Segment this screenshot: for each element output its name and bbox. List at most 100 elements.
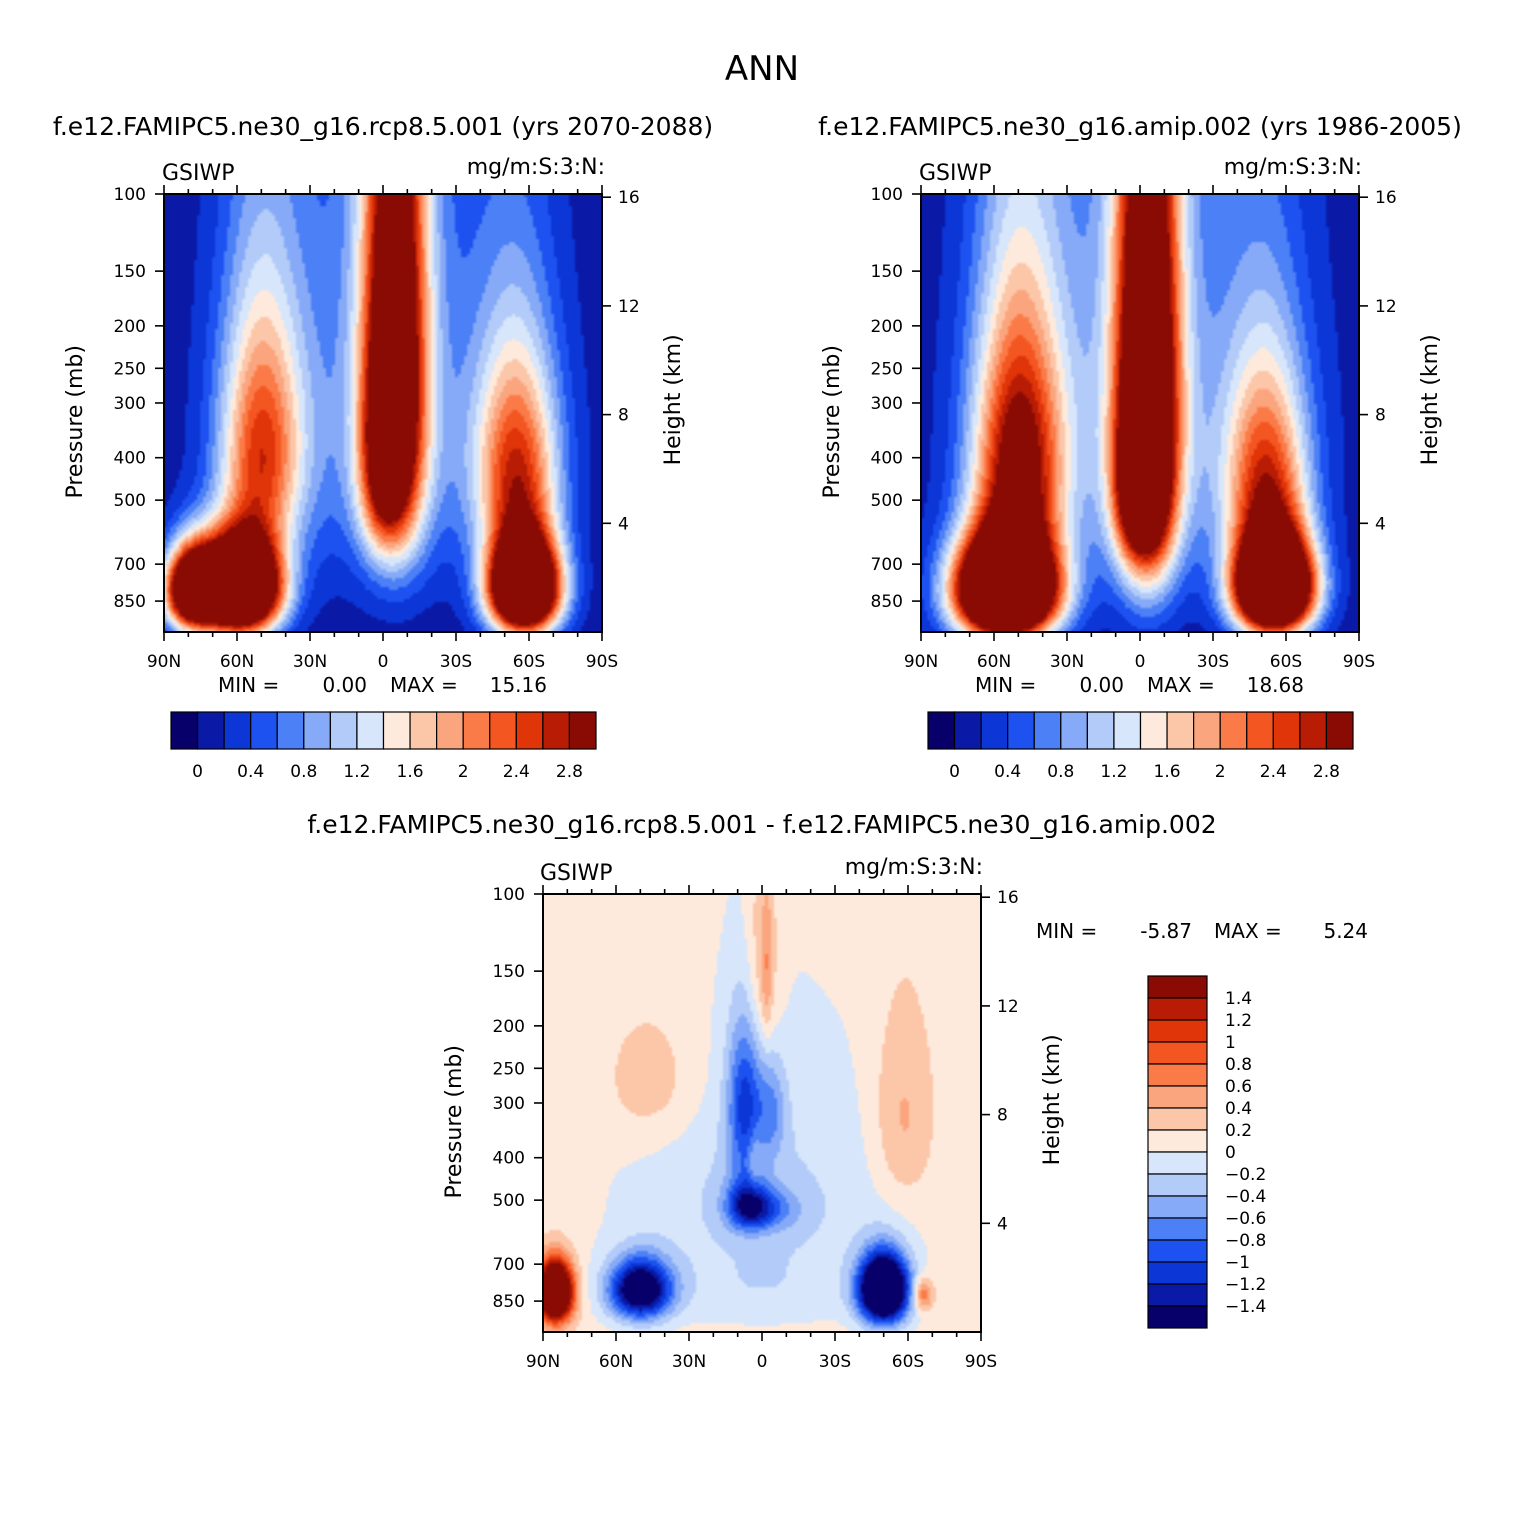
right-title: f.e12.FAMIPC5.ne30_g16.amip.002 (yrs 198… (818, 112, 1462, 141)
left-colorbar-box (329, 711, 358, 750)
diff-colorbar-box (1147, 1217, 1208, 1241)
left-colorbar-box (250, 711, 278, 750)
page-title: ANN (725, 49, 799, 89)
diff-colorbar-box (1147, 1151, 1208, 1175)
diff-x-tick-label: 90S (965, 1352, 997, 1372)
right-colorbar-box (953, 711, 982, 750)
diff-colorbar-box (1147, 1173, 1208, 1197)
left-colorbar-label: 0.4 (237, 762, 264, 782)
right-colorbar-box (1219, 711, 1248, 750)
right-pressure-tick-label: 100 (871, 185, 903, 205)
diff-x-tick-label: 0 (757, 1352, 768, 1372)
left-height-tick-label: 8 (618, 406, 629, 426)
diff-pressure-tick-label: 300 (493, 1094, 525, 1114)
left-colorbar-box (542, 711, 571, 750)
right-plot: 90N 60N 30N 0 30S 60S 90S 100 150 200 250 300 400 500… (820, 185, 1443, 672)
diff-colorbar-box (1147, 975, 1208, 999)
right-colorbar-box (1086, 711, 1115, 750)
diff-colorbar-label: 0.2 (1225, 1121, 1252, 1141)
diff-x-tick-label: 60N (599, 1352, 633, 1372)
right-colorbar-box (1246, 711, 1274, 750)
diff-height-tick-label: 12 (997, 997, 1019, 1017)
diff-height-tick-label: 4 (997, 1214, 1008, 1234)
panel-left: f.e12.FAMIPC5.ne30_g16.rcp8.5.001 (yrs 2… (53, 112, 713, 782)
diff-colorbar-label: 1.4 (1225, 989, 1252, 1009)
left-pressure-tick-label: 400 (114, 449, 146, 469)
right-min-label: MIN = (975, 673, 1036, 697)
left-x-tick-label: 30N (293, 652, 327, 672)
right-y-axis-title: Pressure (mb) (820, 345, 845, 499)
left-x-tick-label: 90S (586, 652, 618, 672)
right-colorbar-box (1139, 711, 1168, 750)
diff-pressure-tick-label: 100 (493, 885, 525, 905)
left-height-tick-label: 12 (618, 297, 640, 317)
left-colorbar-box (489, 711, 517, 750)
diff-colorbar: 1.41.210.80.60.40.20−0.2−0.4−0.6−0.8−1−1… (1147, 975, 1266, 1329)
right-contour-field (921, 194, 1359, 632)
diff-pressure-tick-label: 250 (493, 1059, 525, 1079)
left-colorbar-label: 1.6 (397, 762, 424, 782)
diff-units-label: mg/m:S:3:N: (845, 855, 983, 880)
left-colorbar-label: 0 (192, 762, 203, 782)
left-colorbar-box (196, 711, 225, 750)
left-title: f.e12.FAMIPC5.ne30_g16.rcp8.5.001 (yrs 2… (53, 112, 713, 141)
right-colorbar-label: 2.4 (1260, 762, 1287, 782)
diff-pressure-tick-label: 150 (493, 962, 525, 982)
right-colorbar-box (1033, 711, 1062, 750)
diff-x-tick-label: 60S (892, 1352, 924, 1372)
diff-colorbar-label: 0.8 (1225, 1055, 1252, 1075)
right-variable-label: GSIWP (919, 161, 992, 186)
left-pressure-tick-label: 150 (114, 262, 146, 282)
left-x-tick-label: 0 (378, 652, 389, 672)
right-pressure-tick-label: 200 (871, 317, 903, 337)
right-colorbar-label: 0.8 (1047, 762, 1074, 782)
diff-min-label: MIN = (1036, 919, 1097, 943)
diff-colorbar-label: 0.6 (1225, 1077, 1252, 1097)
right-colorbar-box (1007, 711, 1035, 750)
diff-colorbar-box (1147, 997, 1208, 1021)
right-units-label: mg/m:S:3:N: (1224, 155, 1362, 180)
right-colorbar-box (1166, 711, 1195, 750)
right-colorbar-box (1325, 711, 1354, 750)
left-colorbar-label: 0.8 (290, 762, 317, 782)
right-x-tick-label: 0 (1135, 652, 1146, 672)
right-pressure-tick-label: 700 (871, 555, 903, 575)
right-max-label: MAX = (1147, 673, 1215, 697)
diff-min-value: -5.87 (1140, 919, 1192, 943)
diff-colorbar-label: −0.4 (1225, 1187, 1266, 1207)
left-pressure-tick-label: 700 (114, 555, 146, 575)
diff-colorbar-box (1147, 1041, 1208, 1065)
right-height-tick-label: 16 (1375, 188, 1397, 208)
right-x-tick-label: 60S (1270, 652, 1302, 672)
diff-colorbar-box (1147, 1019, 1208, 1043)
right-min-value: 0.00 (1079, 673, 1124, 697)
left-colorbar-box (276, 711, 305, 750)
diff-height-tick-label: 16 (997, 888, 1019, 908)
right-height-tick-label: 8 (1375, 406, 1386, 426)
right-pressure-tick-label: 500 (871, 491, 903, 511)
diff-colorbar-box (1147, 1239, 1208, 1263)
diff-x-tick-label: 90N (526, 1352, 560, 1372)
diff-colorbar-box (1147, 1107, 1208, 1131)
right-x-tick-label: 30S (1197, 652, 1229, 672)
left-height-tick-label: 16 (618, 188, 640, 208)
right-colorbar-box (1299, 711, 1328, 750)
left-variable-label: GSIWP (162, 161, 235, 186)
left-colorbar-label: 2.8 (556, 762, 583, 782)
diff-y-axis-title: Pressure (mb) (442, 1045, 467, 1199)
left-colorbar-box (462, 711, 491, 750)
left-units-label: mg/m:S:3:N: (467, 155, 605, 180)
diff-colorbar-box (1147, 1283, 1208, 1307)
diff-contour-field (543, 894, 981, 1332)
left-colorbar-box (303, 711, 331, 750)
right-pressure-tick-label: 250 (871, 359, 903, 379)
right-max-value: 18.68 (1247, 673, 1304, 697)
left-colorbar-box (436, 711, 464, 750)
left-colorbar-label: 2 (458, 762, 469, 782)
diff-colorbar-label: −0.2 (1225, 1165, 1266, 1185)
diff-max-label: MAX = (1214, 919, 1282, 943)
left-pressure-tick-label: 250 (114, 359, 146, 379)
left-height-tick-label: 4 (618, 514, 629, 534)
diff-colorbar-box (1147, 1195, 1208, 1219)
right-pressure-tick-label: 850 (871, 592, 903, 612)
